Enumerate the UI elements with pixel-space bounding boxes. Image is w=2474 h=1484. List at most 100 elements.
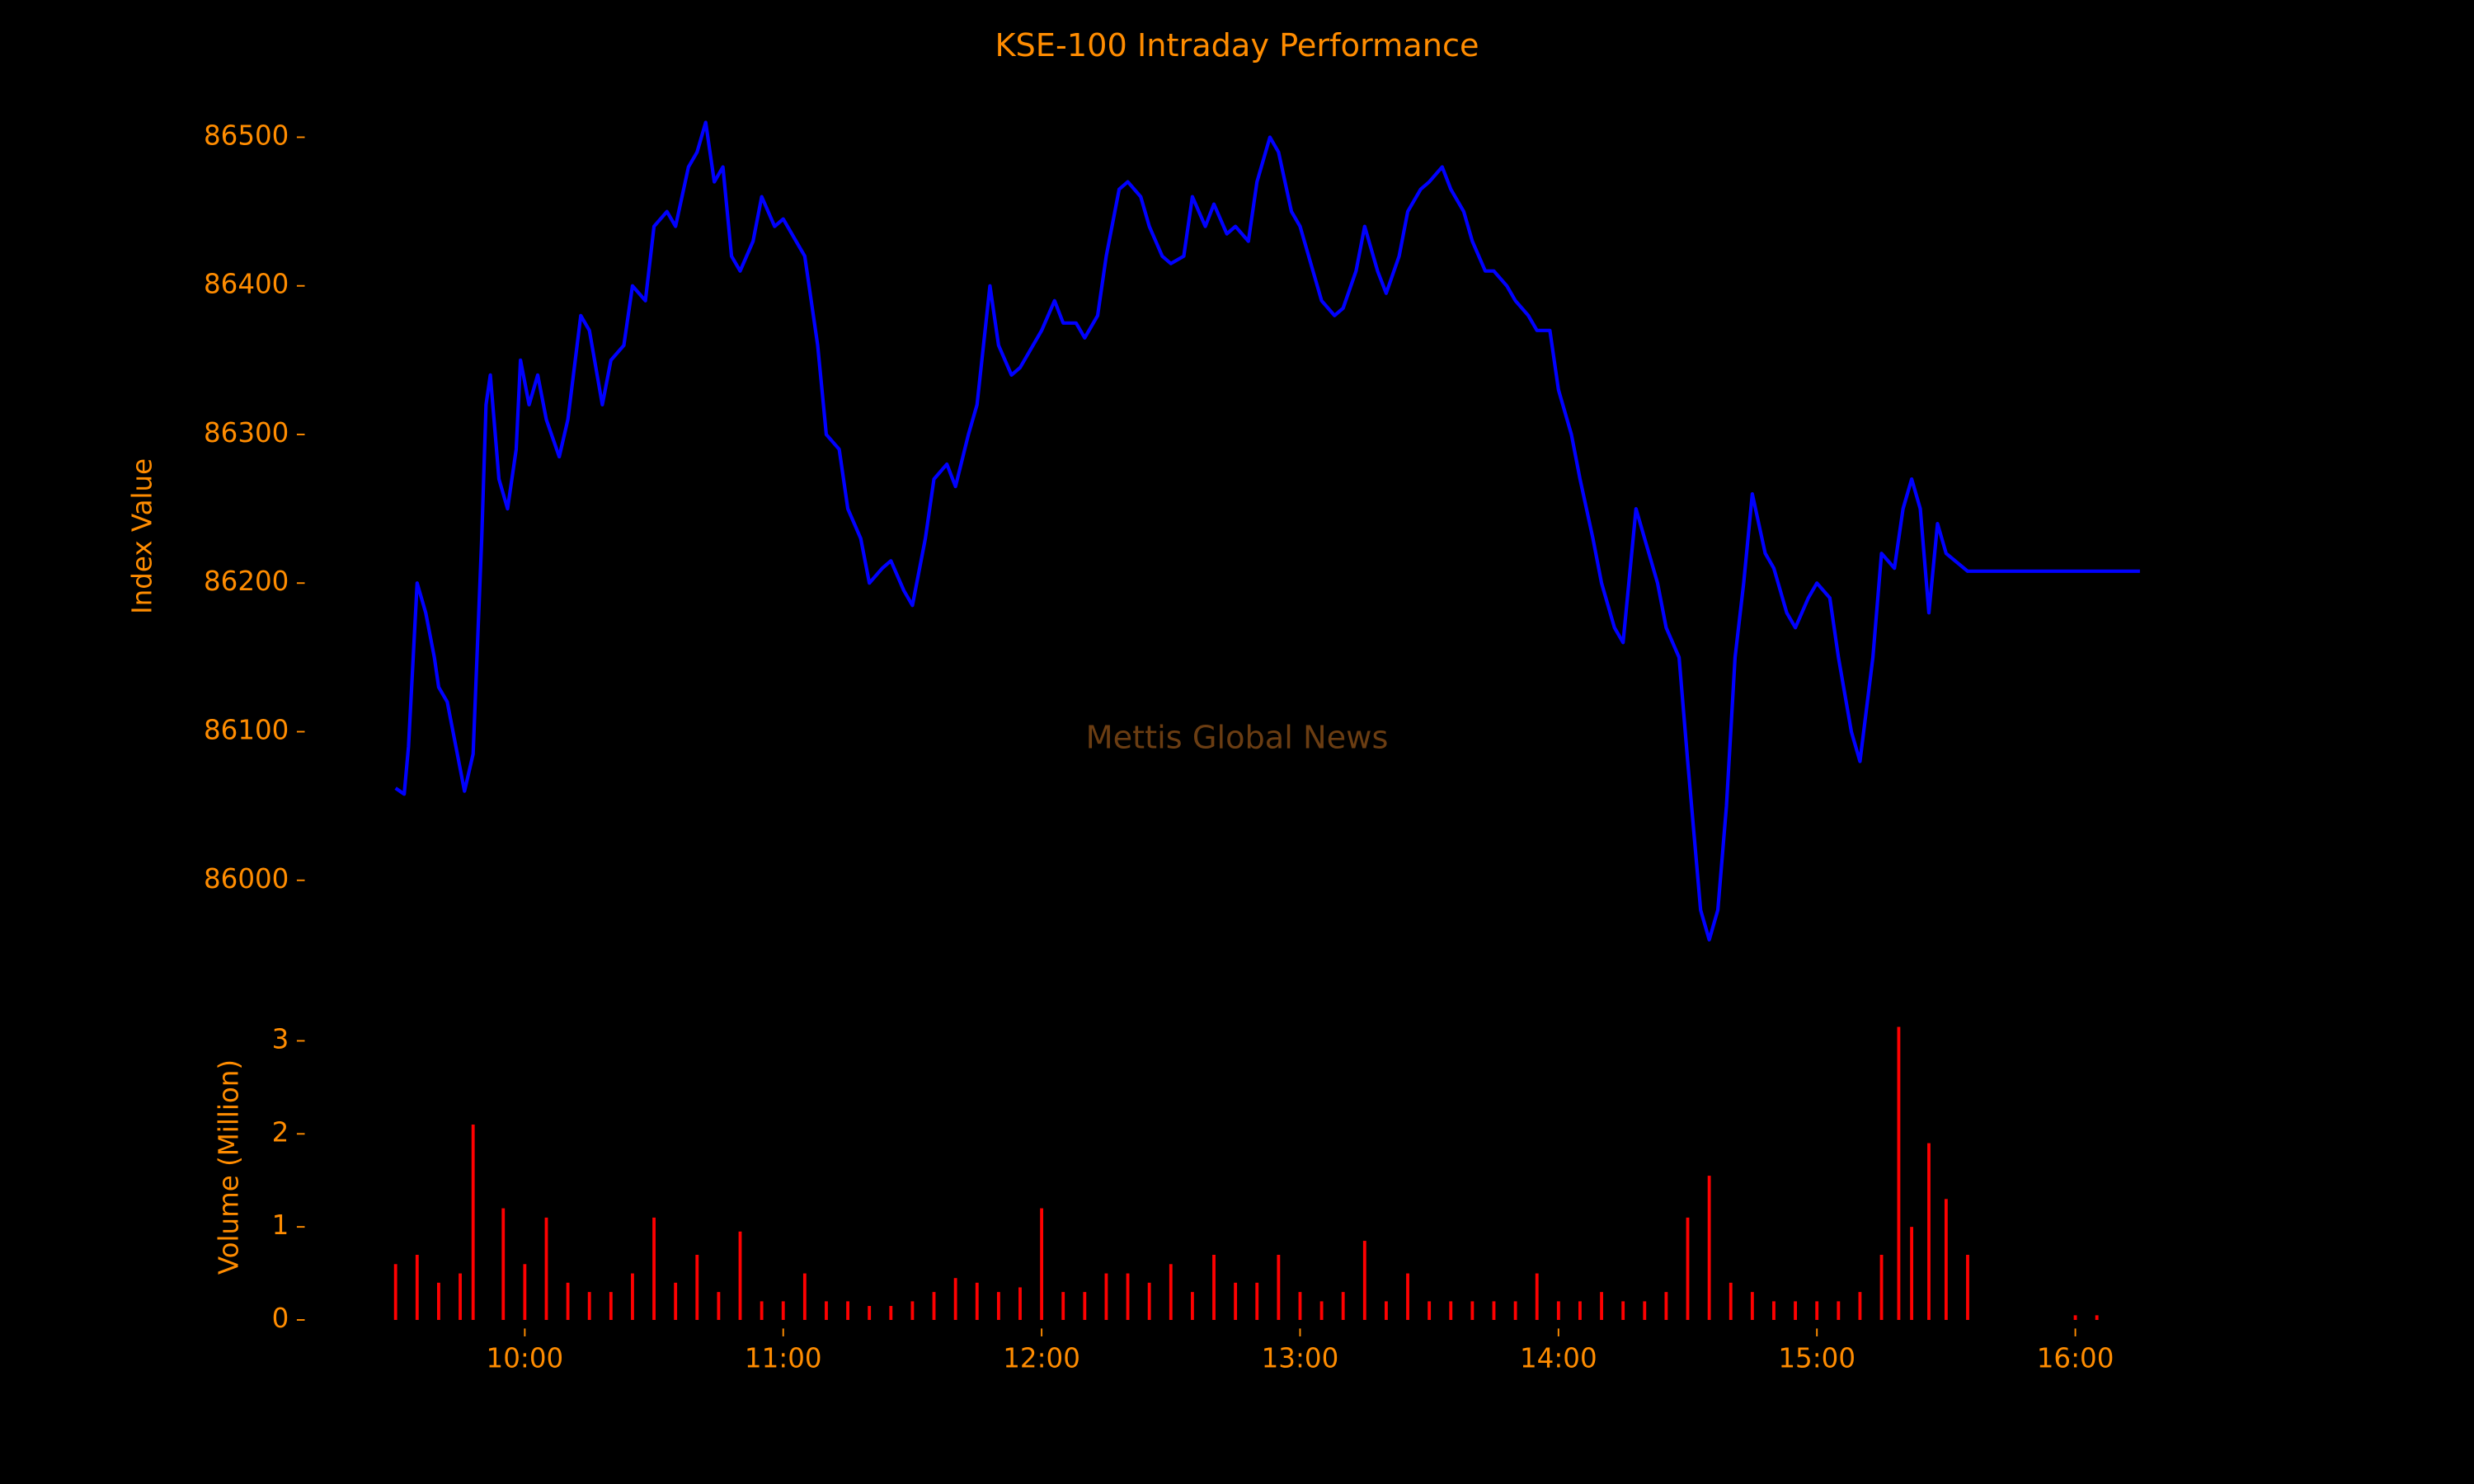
volume-bar [1427, 1301, 1432, 1320]
volume-bar [1492, 1301, 1496, 1320]
volume-bar [996, 1292, 1000, 1320]
y-tick-label: 86000 [204, 863, 289, 895]
y-tick-label: 86500 [204, 120, 289, 151]
volume-bar [566, 1282, 570, 1320]
volume-bar [738, 1231, 742, 1320]
y-tick-label: 86400 [204, 269, 289, 300]
y-tick-label: 86200 [204, 566, 289, 597]
volume-bar [1772, 1301, 1776, 1320]
volume-bar [1319, 1301, 1324, 1320]
volume-bar [825, 1301, 828, 1320]
y-tick-label: 86300 [204, 417, 289, 448]
volume-bar [953, 1278, 957, 1320]
volume-bar [437, 1282, 440, 1320]
y-tick-label: 0 [272, 1303, 289, 1334]
volume-bar [802, 1273, 807, 1320]
volume-bar [652, 1217, 656, 1320]
volume-bar [1837, 1301, 1841, 1320]
y-tick-label: 2 [272, 1116, 289, 1148]
volume-bar [1126, 1273, 1130, 1320]
volume-bar [459, 1273, 462, 1320]
x-tick-label: 13:00 [1262, 1343, 1339, 1374]
volume-bar [695, 1254, 699, 1320]
volume-bar [1686, 1217, 1690, 1320]
volume-bar [1104, 1273, 1108, 1320]
volume-bar [760, 1301, 764, 1320]
x-tick-label: 14:00 [1520, 1343, 1597, 1374]
watermark: Mettis Global News [1086, 720, 1389, 757]
volume-bar [1879, 1254, 1884, 1320]
volume-bar [609, 1292, 613, 1320]
volume-bar [1556, 1301, 1560, 1320]
volume-bar [1298, 1292, 1302, 1320]
volume-bar [1910, 1227, 1914, 1320]
volume-bar [1535, 1273, 1539, 1320]
volume-bar [1147, 1282, 1151, 1320]
volume-bar [1578, 1301, 1582, 1320]
volume-bar [523, 1264, 527, 1320]
x-tick-label: 15:00 [1778, 1343, 1856, 1374]
volume-bar [1255, 1282, 1259, 1320]
volume-bar [1277, 1254, 1281, 1320]
volume-bar [1858, 1292, 1862, 1320]
volume-bar [717, 1292, 721, 1320]
volume-bar [1234, 1282, 1238, 1320]
volume-bar [1897, 1026, 1901, 1320]
volume-bar [1362, 1241, 1366, 1320]
volume-bar [631, 1273, 634, 1320]
volume-bar [1966, 1254, 1969, 1320]
volume-bar [1190, 1292, 1194, 1320]
volume-bar [1083, 1292, 1087, 1320]
volume-bar [1600, 1292, 1603, 1320]
volume-bar [544, 1217, 548, 1320]
volume-bar [415, 1254, 419, 1320]
volume-bar [587, 1292, 591, 1320]
y-tick-label: 1 [272, 1209, 289, 1241]
volume-bar [1341, 1292, 1345, 1320]
volume-bar [1513, 1301, 1517, 1320]
volume-bar [1406, 1273, 1409, 1320]
volume-bar [846, 1301, 849, 1320]
volume-bar [1944, 1199, 1948, 1320]
x-tick-label: 10:00 [487, 1343, 564, 1374]
chart-title: KSE-100 Intraday Performance [995, 27, 1479, 64]
volume-bar [1470, 1301, 1475, 1320]
volume-bar [1643, 1301, 1647, 1320]
volume-bar [1169, 1264, 1173, 1320]
volume-bar [1664, 1292, 1668, 1320]
volume-bar [889, 1306, 893, 1320]
volume-bar [1707, 1176, 1711, 1320]
volume-bar [1018, 1287, 1022, 1320]
y-axis-label: Index Value [126, 458, 158, 614]
x-tick-label: 16:00 [2037, 1343, 2114, 1374]
volume-bar [1212, 1254, 1216, 1320]
volume-bar [1040, 1208, 1044, 1320]
price-line [394, 120, 2140, 942]
volume-bar [1385, 1301, 1388, 1320]
x-tick-label: 12:00 [1003, 1343, 1080, 1374]
x-tick-label: 11:00 [745, 1343, 822, 1374]
volume-bar [471, 1125, 475, 1320]
y-tick-label: 86100 [204, 715, 289, 746]
volume-bar [501, 1208, 506, 1320]
volume-bar [1815, 1301, 1819, 1320]
volume-bar [2095, 1315, 2099, 1320]
volume-bar [393, 1264, 397, 1320]
volume-bar [868, 1306, 872, 1320]
volume-bar [1449, 1301, 1453, 1320]
volume-bar [932, 1292, 936, 1320]
y-tick-label: 3 [272, 1023, 289, 1054]
volume-bar [1729, 1282, 1733, 1320]
volume-bar [1750, 1292, 1754, 1320]
volume-bar [910, 1301, 915, 1320]
volume-bar [781, 1301, 785, 1320]
volume-bar [975, 1282, 979, 1320]
volume-bar [674, 1282, 678, 1320]
volume-bar [1061, 1292, 1065, 1320]
volume-bar [1794, 1301, 1798, 1320]
volume-bar [1621, 1301, 1625, 1320]
y-axis-label: Volume (Million) [214, 1059, 245, 1275]
volume-bar [1927, 1143, 1931, 1320]
